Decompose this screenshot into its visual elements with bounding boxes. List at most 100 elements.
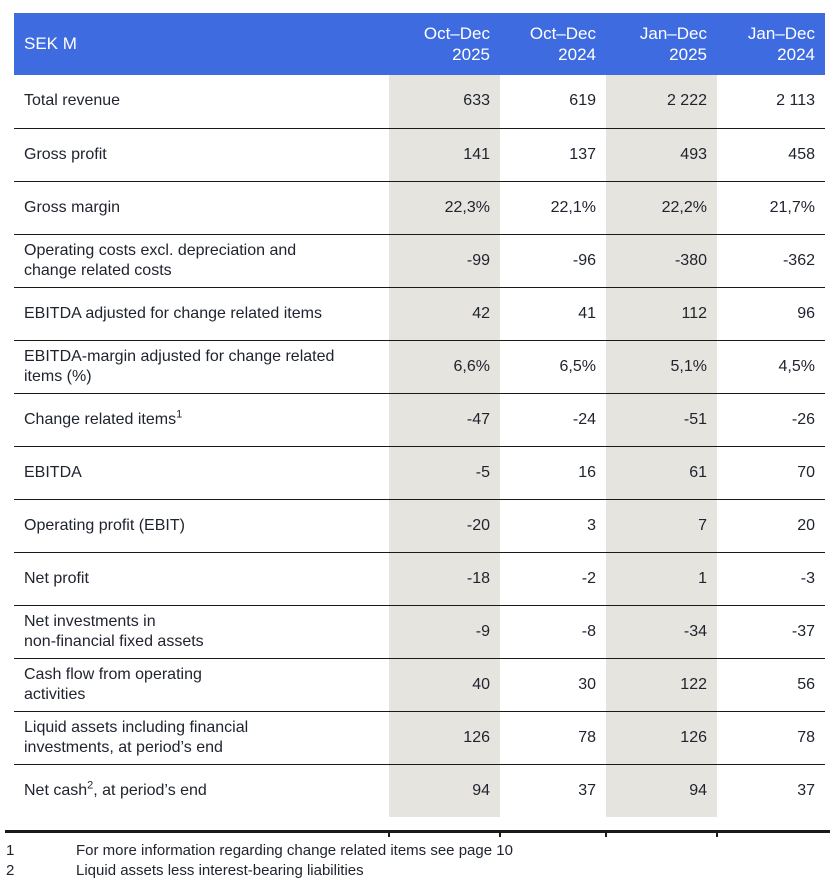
row-label: EBITDA-margin adjusted for change relate… [14,340,389,393]
column-header-jan-dec-2024: Jan–Dec 2024 [717,13,825,75]
cell-value: 2 222 [606,75,717,128]
cell-value: -2 [581,569,596,587]
cell-value: 122 [606,658,717,711]
row-label-superscript: 2 [87,779,94,792]
row-label-text: Liquid assets including financial invest… [24,718,249,756]
column-header-oct-dec-2025: Oct–Dec 2025 [389,13,500,75]
cell-value: 78 [797,728,815,746]
cell-value: -3 [800,569,815,587]
footnote-marker: 2 [6,862,15,879]
cell-value: -20 [389,499,500,552]
row-label: Net cash2, at period’s end [14,764,389,817]
row-label-text: Operating profit (EBIT) [24,516,185,534]
row-label-text: Cash flow from operating activities [24,665,202,703]
column-boundary-tick [388,833,390,837]
cell-value: 56 [797,675,815,693]
cell-value: -51 [606,393,717,446]
cell-value: 94 [389,764,500,817]
column-period: Oct–Dec [423,24,490,43]
row-label-text: EBITDA adjusted for change related items [24,304,322,322]
cell-value: 16 [578,463,596,481]
cell-value: -5 [389,446,500,499]
cell-value: -37 [791,622,815,640]
cell-value: 4,5% [778,357,815,375]
row-label: Change related items1 [14,393,389,446]
column-year: 2025 [669,45,707,64]
table-row: Gross margin 22,3% 22,1% 22,2% 21,7% [14,181,825,234]
cell-value: 41 [578,304,596,322]
table-row: Net investments in non-financial fixed a… [14,605,825,658]
cell-value: 70 [797,463,815,481]
cell-value: 126 [389,711,500,764]
row-label: Net profit [14,552,389,605]
cell-value: 2 113 [776,92,815,110]
column-header-jan-dec-2025: Jan–Dec 2025 [606,13,717,75]
cell-value: 37 [578,781,596,799]
cell-value: -18 [389,552,500,605]
table-rows: Total revenue 633 619 2 222 2 113 Gross … [14,75,825,817]
row-label: Operating costs excl. depreciation and c… [14,234,389,287]
cell-value: 141 [389,128,500,181]
column-year: 2025 [452,45,490,64]
row-label: Total revenue [14,75,389,128]
cell-value: -99 [389,234,500,287]
cell-value: 22,2% [606,181,717,234]
footnote-text: For more information regarding change re… [76,842,513,859]
column-year: 2024 [777,45,815,64]
cell-value: 137 [569,145,596,163]
table-row: Change related items1 -47 -24 -51 -26 [14,393,825,446]
table-body: Total revenue 633 619 2 222 2 113 Gross … [14,75,825,817]
cell-value: 6,5% [559,357,596,375]
cell-value: 42 [389,287,500,340]
column-header-oct-dec-2024: Oct–Dec 2024 [500,13,606,75]
row-label-text: EBITDA-margin adjusted for change relate… [24,347,335,385]
footnote-1: 1 For more information regarding change … [6,841,513,861]
table-row: EBITDA adjusted for change related items… [14,287,825,340]
footnote-2: 2 Liquid assets less interest-bearing li… [6,861,513,881]
row-label-text: EBITDA [24,463,82,481]
table-row: Gross profit 141 137 493 458 [14,128,825,181]
row-label: Gross profit [14,128,389,181]
row-label-text: Total revenue [24,92,121,110]
cell-value: -26 [791,410,815,428]
table-row: Total revenue 633 619 2 222 2 113 [14,75,825,128]
cell-value: 6,6% [389,340,500,393]
cell-value: 22,1% [550,198,596,216]
cell-value: 3 [587,516,596,534]
cell-value: 112 [606,287,717,340]
row-label: EBITDA adjusted for change related items [14,287,389,340]
cell-value: 1 [606,552,717,605]
footnotes: 1 For more information regarding change … [6,841,513,881]
cell-value: 22,3% [389,181,500,234]
table-row: EBITDA -5 16 61 70 [14,446,825,499]
unit-label: SEK M [24,34,77,53]
cell-value: 493 [606,128,717,181]
cell-value: 633 [389,75,500,128]
row-label: Liquid assets including financial invest… [14,711,389,764]
row-label: Gross margin [14,181,389,234]
table-row: Cash flow from operating activities 40 3… [14,658,825,711]
column-year: 2024 [558,45,596,64]
row-label-text: Change related items [24,410,177,428]
column-period: Oct–Dec [529,24,596,43]
table-header-row: SEK M Oct–Dec 2025 Oct–Dec 2024 Jan–Dec … [14,13,825,75]
table-row: EBITDA-margin adjusted for change relate… [14,340,825,393]
cell-value: -8 [581,622,596,640]
column-boundary-tick [499,833,501,837]
footnote-text: Liquid assets less interest-bearing liab… [76,862,364,879]
row-label-text: Net profit [24,569,89,587]
row-label: Cash flow from operating activities [14,658,389,711]
cell-value: 458 [788,145,815,163]
row-label-text: Net investments in non-financial fixed a… [24,612,204,650]
cell-value: 40 [389,658,500,711]
cell-value: 5,1% [606,340,717,393]
row-label: Operating profit (EBIT) [14,499,389,552]
cell-value: -24 [572,410,596,428]
cell-value: 96 [797,304,815,322]
cell-value: 78 [578,728,596,746]
table-row: Liquid assets including financial invest… [14,711,825,764]
row-label: Net investments in non-financial fixed a… [14,605,389,658]
row-label-suffix: , at period’s end [93,781,207,799]
cell-value: 20 [797,516,815,534]
cell-value: 7 [606,499,717,552]
